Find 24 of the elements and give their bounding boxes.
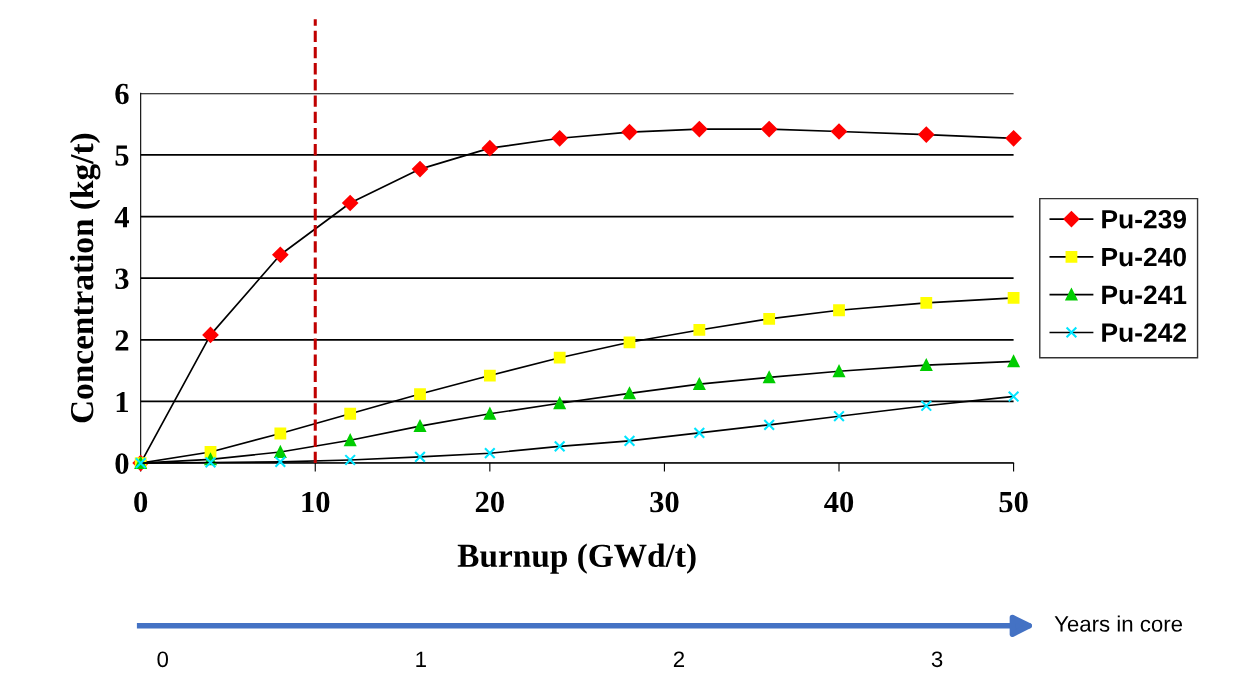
x2-tick-label: 0 xyxy=(157,651,169,668)
y-tick-label: 2 xyxy=(115,330,129,351)
legend-label: Pu-240 xyxy=(1102,247,1186,267)
legend-label: Pu-241 xyxy=(1102,285,1187,305)
x2-tick-label: 3 xyxy=(931,651,943,668)
y-tick-label: 1 xyxy=(116,391,128,413)
legend-label: Pu-239 xyxy=(1102,209,1187,229)
x-tick-label: 0 xyxy=(134,491,148,513)
x-tick-label: 50 xyxy=(999,491,1028,513)
x-tick-label: 40 xyxy=(824,491,854,513)
x2-tick-label: 1 xyxy=(416,651,426,667)
x-axis-title: Burnup (GWd/t) xyxy=(457,543,696,574)
x2-tick-label: 2 xyxy=(673,651,685,667)
x-tick-label: 30 xyxy=(650,491,679,513)
x-tick-label: 10 xyxy=(302,491,330,513)
x-tick-label: 20 xyxy=(475,491,504,513)
legend-label: Pu-242 xyxy=(1102,323,1186,342)
y-tick-label: 5 xyxy=(115,145,129,166)
x2-axis-title: Years in core xyxy=(1054,615,1183,632)
y-tick-label: 4 xyxy=(114,207,129,228)
y-tick-label: 6 xyxy=(115,83,129,105)
y-tick-label: 3 xyxy=(115,268,129,290)
y-axis-title: Concentration (kg/t) xyxy=(69,133,101,423)
y-tick-label: 0 xyxy=(115,453,129,474)
